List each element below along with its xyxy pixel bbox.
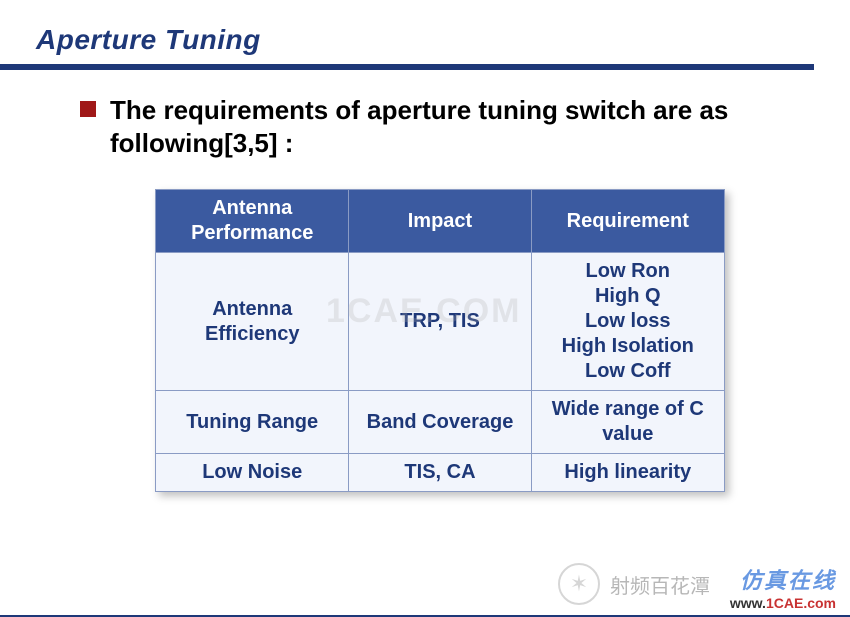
cell-impact: TRP, TIS	[349, 253, 531, 391]
table-row: Tuning RangeBand CoverageWide range of C…	[156, 391, 725, 454]
cell-antenna-performance: Low Noise	[156, 454, 349, 492]
page-title: Aperture Tuning	[36, 24, 814, 56]
cell-impact: Band Coverage	[349, 391, 531, 454]
title-area: Aperture Tuning	[0, 0, 850, 56]
table-header-row: Antenna Performance Impact Requirement	[156, 190, 725, 253]
wechat-text: 射频百花潭	[610, 570, 710, 599]
cell-antenna-performance: Tuning Range	[156, 391, 349, 454]
watermark-br-main: 1CAE	[766, 595, 803, 611]
cell-requirement: Wide range of C value	[531, 391, 724, 454]
body-area: The requirements of aperture tuning swit…	[0, 70, 850, 492]
requirements-table: Antenna Performance Impact Requirement A…	[155, 189, 725, 492]
bullet-row: The requirements of aperture tuning swit…	[80, 94, 800, 159]
cell-impact: TIS, CA	[349, 454, 531, 492]
wechat-icon: ✶	[558, 563, 600, 605]
cell-requirement: Low RonHigh QLow lossHigh IsolationLow C…	[531, 253, 724, 391]
col-header-requirement: Requirement	[531, 190, 724, 253]
slide: Aperture Tuning The requirements of aper…	[0, 0, 850, 617]
watermark-bottom-right: 仿真在线 www.1CAE.com	[730, 563, 836, 611]
watermark-br-line1: 仿真在线	[730, 563, 836, 595]
table-row: Low NoiseTIS, CAHigh linearity	[156, 454, 725, 492]
col-header-impact: Impact	[349, 190, 531, 253]
cell-antenna-performance: Antenna Efficiency	[156, 253, 349, 391]
cell-requirement: High linearity	[531, 454, 724, 492]
watermark-br-prefix: www.	[730, 595, 766, 611]
col-header-antenna-performance: Antenna Performance	[156, 190, 349, 253]
requirements-table-wrap: Antenna Performance Impact Requirement A…	[155, 189, 725, 492]
table-row: Antenna EfficiencyTRP, TISLow RonHigh QL…	[156, 253, 725, 391]
wechat-badge: ✶ 射频百花潭	[558, 563, 710, 605]
watermark-br-line2: www.1CAE.com	[730, 595, 836, 611]
bullet-text: The requirements of aperture tuning swit…	[110, 94, 800, 159]
watermark-br-suffix: .com	[803, 595, 836, 611]
bullet-square-icon	[80, 101, 96, 117]
